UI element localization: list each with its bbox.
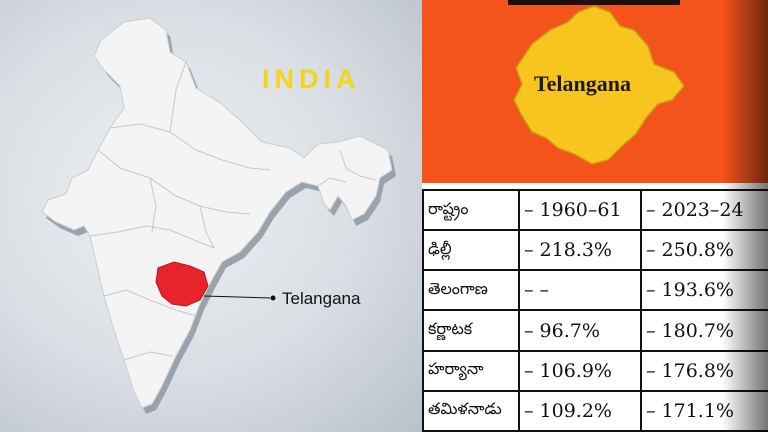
row-state: హర్యానా xyxy=(422,349,520,392)
row-value-1: – 106.9% xyxy=(518,349,642,392)
row-value-2: – 250.8% xyxy=(640,229,768,272)
telangana-leader-line xyxy=(203,295,271,299)
india-label: INDIA xyxy=(262,64,361,94)
india-outline xyxy=(41,17,393,409)
row-state: ఢిల్లీ xyxy=(422,229,520,272)
row-state: తెలంగాణ xyxy=(422,269,520,312)
table-row: తమిళనాడు – 109.2% – 171.1% xyxy=(422,389,768,432)
row-value-1: – 96.7% xyxy=(518,309,642,352)
table-row: ఢిల్లీ – 218.3% – 250.8% xyxy=(422,229,768,272)
header-year-1: – 1960–61 xyxy=(518,188,642,232)
row-value-2: – 180.7% xyxy=(640,309,768,352)
telangana-map-label: Telangana xyxy=(282,289,361,308)
row-state: కర్ణాటక xyxy=(422,309,520,352)
row-value-2: – 176.8% xyxy=(640,349,768,392)
telangana-card-label: Telangana xyxy=(534,71,632,96)
info-panel: Telangana రాష్ట్రం – 1960–61 – 2023–24 ఢ… xyxy=(422,0,768,432)
table-row: హర్యానా – 106.9% – 176.8% xyxy=(422,349,768,392)
india-map-panel: INDIA Telangana xyxy=(0,0,422,432)
telangana-leader-dot xyxy=(270,295,276,301)
growth-table: రాష్ట్రం – 1960–61 – 2023–24 ఢిల్లీ – 21… xyxy=(422,188,768,432)
row-state: తమిళనాడు xyxy=(422,389,520,432)
table-header-row: రాష్ట్రం – 1960–61 – 2023–24 xyxy=(422,188,768,232)
row-value-1: – 109.2% xyxy=(518,389,642,432)
telangana-map-card: Telangana xyxy=(422,0,768,183)
row-value-2: – 193.6% xyxy=(640,269,768,312)
india-map xyxy=(41,17,396,414)
row-value-1: – – xyxy=(518,269,642,312)
row-value-1: – 218.3% xyxy=(518,229,642,272)
card-top-bar xyxy=(508,0,680,5)
telangana-region xyxy=(155,261,209,307)
telangana-shape-svg xyxy=(513,5,685,165)
header-year-2: – 2023–24 xyxy=(640,188,768,232)
state-borders xyxy=(89,61,377,361)
table-row: తెలంగాణ – – – 193.6% xyxy=(422,269,768,312)
header-state: రాష్ట్రం xyxy=(422,188,520,232)
row-value-2: – 171.1% xyxy=(640,389,768,432)
telangana-shape xyxy=(513,5,685,165)
table-row: కర్ణాటక – 96.7% – 180.7% xyxy=(422,309,768,352)
